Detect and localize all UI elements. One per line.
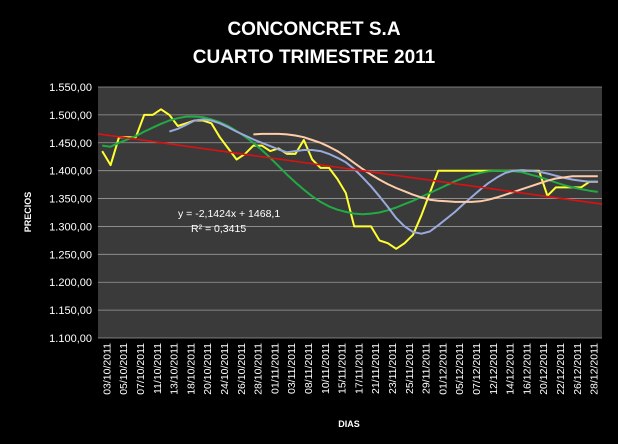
x-tick-label: 03/10/2011 <box>101 343 113 395</box>
x-tick-label: 03/11/2011 <box>286 343 298 394</box>
x-tick-label: 20/10/2011 <box>202 343 214 395</box>
x-tick-label: 08/11/2011 <box>303 343 315 394</box>
y-axis-ticks: 1.100,00 1.150,00 1.200,00 1.250,00 1.300,00… <box>49 82 92 345</box>
x-tick-label: 18/10/2011 <box>185 343 197 395</box>
y-tick-label: 1.150,00 <box>49 305 92 317</box>
x-tick-label: 24/10/2011 <box>219 343 231 395</box>
x-tick-label: 13/10/2011 <box>169 343 181 395</box>
x-tick-label: 10/11/2011 <box>320 343 332 394</box>
x-tick-label: 05/12/2011 <box>454 343 466 395</box>
series-line-3 <box>169 118 598 235</box>
x-tick-label: 29/11/2011 <box>421 343 433 394</box>
x-tick-label: 14/12/2011 <box>505 343 517 395</box>
x-tick-label: 12/12/2011 <box>488 343 500 395</box>
x-axis-title: DIAS <box>338 419 360 429</box>
x-tick-label: 17/11/2011 <box>353 343 365 394</box>
x-tick-label: 20/12/2011 <box>538 343 550 395</box>
x-tick-label: 07/12/2011 <box>471 343 483 395</box>
chart-title: CONCONCRET S.A <box>227 19 400 40</box>
trendline <box>97 133 603 205</box>
x-axis-ticks: 03/10/2011 05/10/2011 07/10/2011 11/10/2011… <box>101 343 600 395</box>
chart-subtitle: CUARTO TRIMESTRE 2011 <box>193 47 436 68</box>
x-tick-label: 15/11/2011 <box>337 343 349 394</box>
series-line-4 <box>253 132 598 203</box>
trendline-equation: y = -2,1424x + 1468,1 <box>178 208 280 220</box>
y-tick-label: 1.250,00 <box>49 249 92 261</box>
y-tick-label: 1.400,00 <box>49 166 92 178</box>
y-tick-label: 1.350,00 <box>49 194 92 206</box>
x-tick-label: 22/12/2011 <box>555 343 567 395</box>
y-tick-label: 1.100,00 <box>49 333 92 345</box>
x-tick-label: 28/12/2011 <box>589 343 601 395</box>
x-tick-label: 05/10/2011 <box>118 343 130 395</box>
trendline-r-squared: R² = 0,3415 <box>191 223 246 235</box>
x-tick-label: 21/11/2011 <box>370 343 382 394</box>
x-tick-label: 16/12/2011 <box>521 343 533 395</box>
y-axis-title: PRECIOS <box>23 192 33 233</box>
x-tick-label: 25/11/2011 <box>404 343 416 394</box>
x-tick-label: 26/10/2011 <box>236 343 248 395</box>
x-tick-label: 23/11/2011 <box>387 343 399 394</box>
y-tick-label: 1.500,00 <box>49 110 92 122</box>
y-tick-label: 1.300,00 <box>49 221 92 233</box>
x-tick-label: 26/12/2011 <box>572 343 584 395</box>
x-tick-label: 11/10/2011 <box>152 343 164 394</box>
data-series <box>97 108 603 250</box>
y-tick-label: 1.200,00 <box>49 277 92 289</box>
x-tick-label: 01/12/2011 <box>437 343 449 395</box>
x-tick-label: 28/10/2011 <box>253 343 265 395</box>
x-tick-label: 01/11/2011 <box>269 343 281 394</box>
x-tick-label: 07/10/2011 <box>135 343 147 395</box>
y-tick-label: 1.450,00 <box>49 138 92 150</box>
y-tick-label: 1.550,00 <box>49 82 92 94</box>
